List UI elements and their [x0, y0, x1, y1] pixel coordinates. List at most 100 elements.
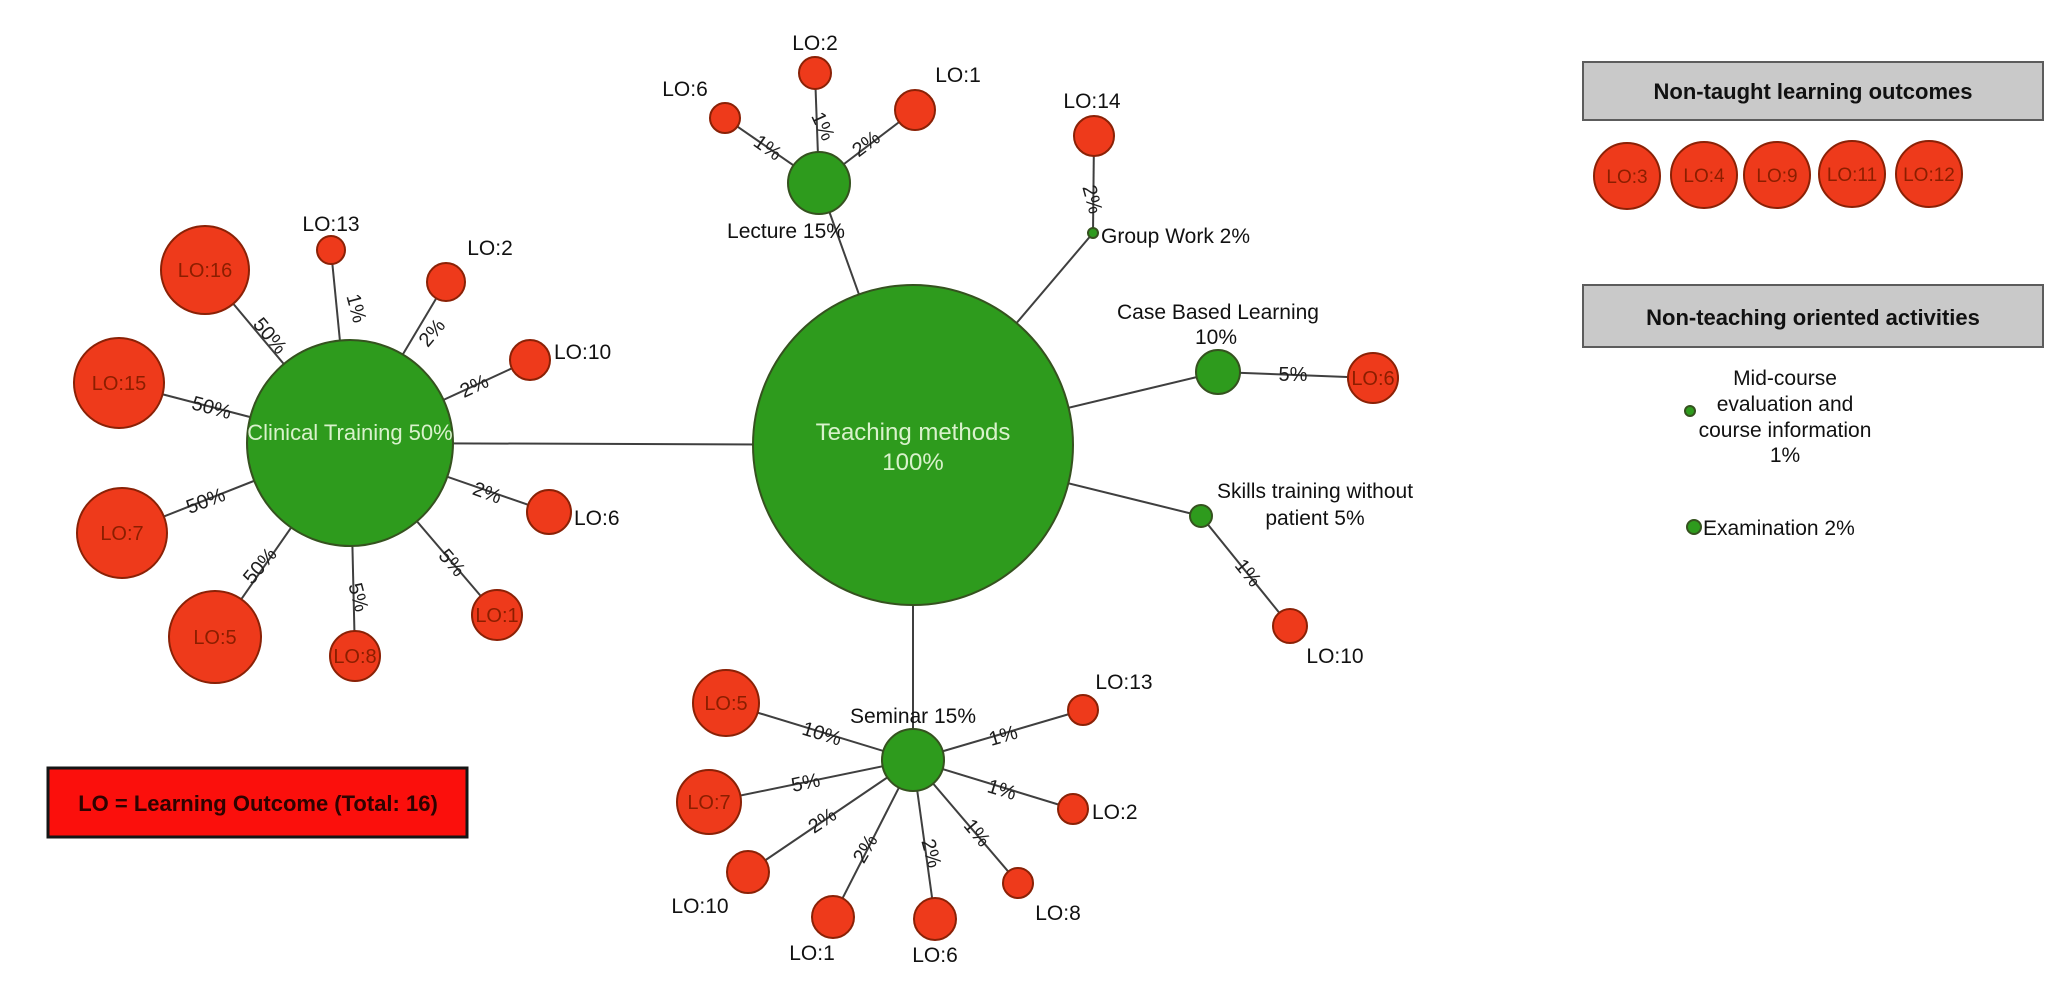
- pct-clinical-lo2: 2%: [415, 315, 451, 351]
- non-taught-header-box: [1582, 61, 2044, 121]
- legend-outcome-lo9: [1743, 141, 1811, 209]
- label-lecture-lo2: LO:2: [792, 32, 838, 55]
- node-group-work: [1087, 227, 1099, 239]
- non-teaching-header-box: [1582, 284, 2044, 348]
- outcome-clinical-lo5: [168, 590, 262, 684]
- outcome-clinical-lo13: [316, 235, 346, 265]
- legend-label-lo4: LO:4: [1683, 166, 1725, 187]
- outcome-seminar-lo10: [726, 850, 770, 894]
- method-nodes: [246, 151, 1241, 792]
- outcome-seminar-lo2: [1057, 793, 1089, 825]
- pct-seminar-lo10: 2%: [805, 804, 841, 839]
- label-clinical-lo8: LO:8: [333, 646, 376, 668]
- edge-seminar-lo10: [747, 759, 914, 873]
- label-clinical-lo5: LO:5: [193, 627, 236, 649]
- label-lecture-lo1: LO:1: [935, 64, 981, 87]
- label-seminar-lo8: LO:8: [1035, 902, 1081, 925]
- node-lecture: [787, 151, 851, 215]
- teaching-methods-label: Teaching methods: [816, 419, 1011, 446]
- legend-outcome-lo11: [1818, 140, 1886, 208]
- label-casebased-lo6: LO:6: [1351, 368, 1394, 390]
- pct-seminar-lo6: 2%: [916, 837, 945, 871]
- label-clinical-lo15: LO:15: [92, 373, 146, 395]
- outcome-lecture-lo1: [894, 89, 936, 131]
- midcourse-line1: Mid-course: [1733, 367, 1837, 390]
- label-clinical-lo16: LO:16: [178, 260, 232, 282]
- case-based-label-line2: 10%: [1195, 326, 1237, 349]
- pct-skills-lo10: 1%: [1230, 555, 1265, 591]
- outcome-nodes: [73, 56, 1399, 941]
- pct-clinical-lo15: 50%: [189, 392, 234, 424]
- label-lecture-lo6: LO:6: [662, 78, 708, 101]
- pct-clinical-lo6: 2%: [470, 478, 505, 509]
- label-seminar-lo7: LO:7: [687, 792, 730, 814]
- group-work-label: Group Work 2%: [1101, 225, 1250, 248]
- node-labels: Teaching methods 100% Clinical Training …: [247, 220, 1413, 728]
- outcome-seminar-lo7: [676, 769, 742, 835]
- midcourse-line3: course information: [1699, 419, 1872, 442]
- outcome-groupwork-lo14: [1073, 115, 1115, 157]
- label-seminar-lo10: LO:10: [671, 895, 728, 918]
- outcome-seminar-lo13: [1067, 694, 1099, 726]
- node-case-based-learning: [1195, 349, 1241, 395]
- label-skills-lo10: LO:10: [1306, 645, 1363, 668]
- label-clinical-lo7: LO:7: [100, 523, 143, 545]
- teaching-methods-pct: 100%: [882, 449, 943, 476]
- outcome-seminar-lo6: [913, 897, 957, 941]
- pct-clinical-lo13: 1%: [341, 292, 370, 326]
- pct-lecture-lo6: 1%: [749, 131, 785, 166]
- outcome-clinical-lo1: [471, 589, 523, 641]
- outcome-labels: LO:6 LO:2 LO:1 LO:14 LO:6 LO:10 LO:16 LO…: [92, 32, 1395, 967]
- outcome-clinical-lo16: [160, 225, 250, 315]
- pct-seminar-lo2: 1%: [985, 776, 1019, 806]
- pct-seminar-lo13: 1%: [986, 722, 1020, 751]
- label-groupwork-lo14: LO:14: [1063, 90, 1121, 113]
- examination-dot: [1686, 519, 1702, 535]
- pct-seminar-lo5: 10%: [799, 718, 844, 751]
- outcome-clinical-lo10: [509, 339, 551, 381]
- outcome-seminar-lo5: [692, 669, 760, 737]
- outcome-skills-lo10: [1272, 608, 1308, 644]
- legend-label-lo3: LO:3: [1606, 167, 1647, 188]
- case-based-label-line1: Case Based Learning: [1117, 301, 1319, 324]
- node-clinical-training: [246, 339, 454, 547]
- outcome-lecture-lo6: [709, 102, 741, 134]
- pct-clinical-lo10: 2%: [457, 370, 493, 402]
- label-clinical-lo10: LO:10: [554, 341, 611, 364]
- legend-non-teaching: Non-teaching oriented activities Mid-cou…: [1582, 284, 2044, 540]
- clinical-training-label: Clinical Training 50%: [247, 420, 452, 445]
- pct-lecture-lo2: 1%: [806, 109, 838, 145]
- outcome-clinical-lo2: [426, 262, 466, 302]
- skills-label-line2: patient 5%: [1265, 507, 1364, 530]
- label-seminar-lo2: LO:2: [1092, 801, 1138, 824]
- note: LO = Learning Outcome (Total: 16): [46, 766, 469, 839]
- non-teaching-title: Non-teaching oriented activities: [1646, 305, 1980, 330]
- legend-outcome-lo4: [1670, 141, 1738, 209]
- label-clinical-lo6: LO:6: [574, 507, 620, 530]
- outcome-lecture-lo2: [798, 56, 832, 90]
- pct-groupwork-lo14: 2%: [1077, 183, 1106, 217]
- non-taught-title: Non-taught learning outcomes: [1654, 79, 1973, 104]
- outcome-clinical-lo6: [526, 489, 572, 535]
- node-skills-training: [1189, 504, 1213, 528]
- legend-label-lo12: LO:12: [1903, 165, 1955, 186]
- pct-seminar-lo1: 2%: [849, 831, 883, 867]
- edge-skills-lo10: [1200, 515, 1291, 627]
- outcome-seminar-lo8: [1002, 867, 1034, 899]
- outcome-seminar-lo1: [811, 895, 855, 939]
- seminar-label: Seminar 15%: [850, 705, 976, 728]
- pct-clinical-lo7: 50%: [183, 484, 228, 519]
- outcome-casebased-lo6: [1347, 352, 1399, 404]
- label-seminar-lo1: LO:1: [789, 942, 835, 965]
- edge-seminar-lo7: [708, 759, 914, 803]
- label-seminar-lo5: LO:5: [704, 693, 747, 715]
- pct-casebased-lo6: 5%: [1279, 364, 1308, 386]
- midcourse-line2: evaluation and: [1717, 393, 1854, 416]
- examination-label: Examination 2%: [1703, 517, 1855, 540]
- label-seminar-lo13: LO:13: [1095, 671, 1152, 694]
- label-clinical-lo1: LO:1: [475, 605, 518, 627]
- pct-clinical-lo16: 50%: [248, 314, 291, 359]
- pct-clinical-lo8: 5%: [343, 581, 372, 615]
